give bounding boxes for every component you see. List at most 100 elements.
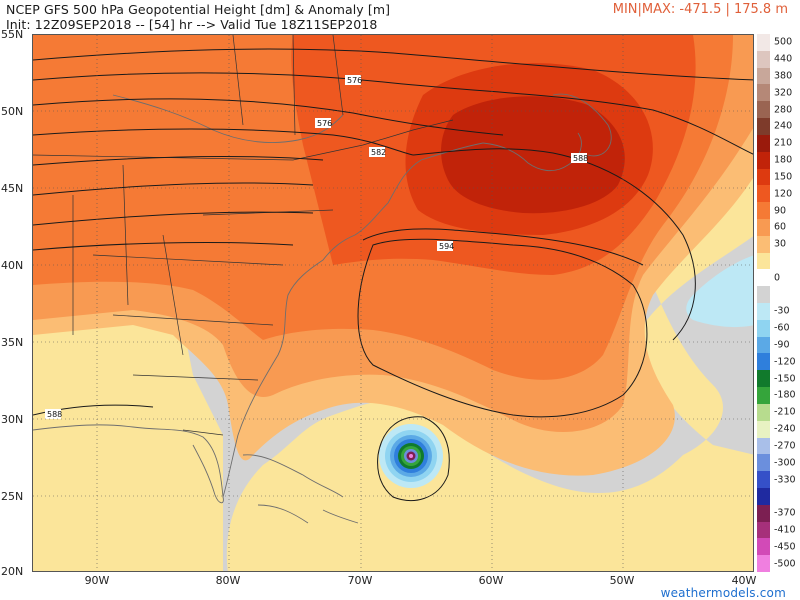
- colorbar-entry: -300: [757, 454, 800, 472]
- anomaly-fill-180-210: [441, 96, 625, 214]
- colorbar-swatch: [757, 437, 770, 455]
- colorbar-entry: -270: [757, 437, 800, 455]
- colorbar-entry: 240: [757, 118, 800, 135]
- colorbar-entry: -180: [757, 387, 800, 404]
- colorbar-swatch: [757, 538, 770, 556]
- map-panel: 576 576 582 588 594 588: [32, 34, 754, 572]
- lat-label: 45N: [1, 182, 24, 195]
- colorbar-label: 380: [774, 70, 793, 82]
- colorbar-entry: [757, 286, 800, 303]
- lon-label: 70W: [347, 574, 373, 587]
- lat-label: 20N: [1, 565, 24, 578]
- lon-label: 60W: [478, 574, 504, 587]
- colorbar-swatch: [757, 454, 770, 472]
- colorbar-entry: 60: [757, 218, 800, 236]
- colorbar-entry: -450: [757, 538, 800, 556]
- latlon-grid: [33, 35, 753, 571]
- contour-label-bg: [45, 409, 61, 419]
- colorbar-entry: 30: [757, 235, 800, 253]
- colorbar-entry: -500: [757, 555, 800, 572]
- colorbar-label: -120: [774, 356, 796, 368]
- colorbar-swatch: [757, 286, 770, 303]
- colorbar-label: 180: [774, 154, 793, 166]
- colorbar-label: 90: [774, 205, 787, 217]
- colorbar-swatch: [757, 403, 770, 421]
- colorbar-entry: 150: [757, 168, 800, 186]
- contour-label-bg: [437, 241, 453, 251]
- colorbar-swatch: [757, 471, 770, 488]
- colorbar-entry: -410: [757, 521, 800, 539]
- colorbar-swatch: [757, 420, 770, 438]
- hurricane-core: [409, 454, 413, 458]
- colorbar-label: -30: [774, 305, 790, 317]
- colorbar-entry: -120: [757, 353, 800, 371]
- colorbar-swatch: [757, 252, 770, 270]
- colorbar-label: 30: [774, 238, 787, 250]
- colorbar-swatch: [757, 101, 770, 119]
- colorbar-label: -60: [774, 322, 790, 334]
- colorbar-entry: -210: [757, 403, 800, 421]
- contour-label: 582: [371, 148, 386, 157]
- colorbar-swatch: [757, 185, 770, 203]
- colorbar-label: -150: [774, 373, 796, 385]
- colorbar-label: -300: [774, 457, 796, 469]
- colorbar-entry: -150: [757, 370, 800, 388]
- colorbar-entry: 0: [757, 269, 800, 287]
- colorbar-swatch: [757, 118, 770, 135]
- contour-label-group: 576 576 582 588 594 588: [45, 75, 588, 419]
- contour-label-bg: [369, 147, 385, 157]
- colorbar-entry: -90: [757, 336, 800, 354]
- colorbar-swatch: [757, 202, 770, 219]
- coastlines: [33, 93, 612, 524]
- lon-label: 90W: [84, 574, 110, 587]
- colorbar-label: -210: [774, 406, 796, 418]
- colorbar-swatch: [757, 370, 770, 388]
- colorbar-entry: -240: [757, 420, 800, 438]
- colorbar-entry: -330: [757, 471, 800, 488]
- colorbar-label: -450: [774, 541, 796, 553]
- colorbar-label: -410: [774, 524, 796, 536]
- colorbar-entry: [757, 252, 800, 270]
- colorbar-swatch: [757, 336, 770, 354]
- colorbar-swatch: [757, 387, 770, 404]
- colorbar-label: 320: [774, 87, 793, 99]
- colorbar-swatch: [757, 84, 770, 102]
- colorbar-label: -180: [774, 389, 796, 401]
- colorbar-label: 150: [774, 171, 793, 183]
- colorbar-entry: -370: [757, 504, 800, 522]
- colorbar-swatch: [757, 269, 770, 287]
- colorbar-swatch: [757, 168, 770, 186]
- colorbar-entry: 440: [757, 50, 800, 68]
- contour-label-bg: [315, 118, 331, 128]
- colorbar-label: -330: [774, 474, 796, 486]
- colorbar-label: 280: [774, 104, 793, 116]
- colorbar-label: -240: [774, 423, 796, 435]
- lon-label: 50W: [609, 574, 635, 587]
- colorbar-entry: 500: [757, 34, 800, 51]
- contour-label: 594: [439, 242, 454, 251]
- colorbar-swatch: [757, 218, 770, 236]
- colorbar-legend: 500 440 380 320 280 240 210 180 150 120 90 60 30 0 -30…: [757, 34, 800, 572]
- colorbar-entry: 280: [757, 101, 800, 119]
- colorbar-label: -370: [774, 507, 796, 519]
- map-title: NCEP GFS 500 hPa Geopotential Height [dm…: [6, 2, 391, 17]
- lat-label: 35N: [1, 336, 24, 349]
- colorbar-swatch: [757, 487, 770, 505]
- colorbar-swatch: [757, 319, 770, 337]
- anomaly-map: 576 576 582 588 594 588: [33, 35, 753, 571]
- lat-label: 55N: [1, 28, 24, 41]
- colorbar-swatch: [757, 353, 770, 371]
- contour-label: 576: [317, 119, 332, 128]
- colorbar-label: 440: [774, 53, 793, 65]
- colorbar-label: 120: [774, 188, 793, 200]
- colorbar-label: 210: [774, 137, 793, 149]
- colorbar-label: 240: [774, 120, 793, 132]
- colorbar-swatch: [757, 504, 770, 522]
- site-credit[interactable]: weathermodels.com: [660, 586, 786, 600]
- colorbar-entry: 380: [757, 67, 800, 85]
- contour-label: 576: [347, 76, 362, 85]
- colorbar-label: 0: [774, 272, 781, 284]
- colorbar-label: 500: [774, 36, 793, 48]
- min-max-readout: MIN|MAX: -471.5 | 175.8 m: [612, 2, 788, 17]
- colorbar-label: -90: [774, 339, 790, 351]
